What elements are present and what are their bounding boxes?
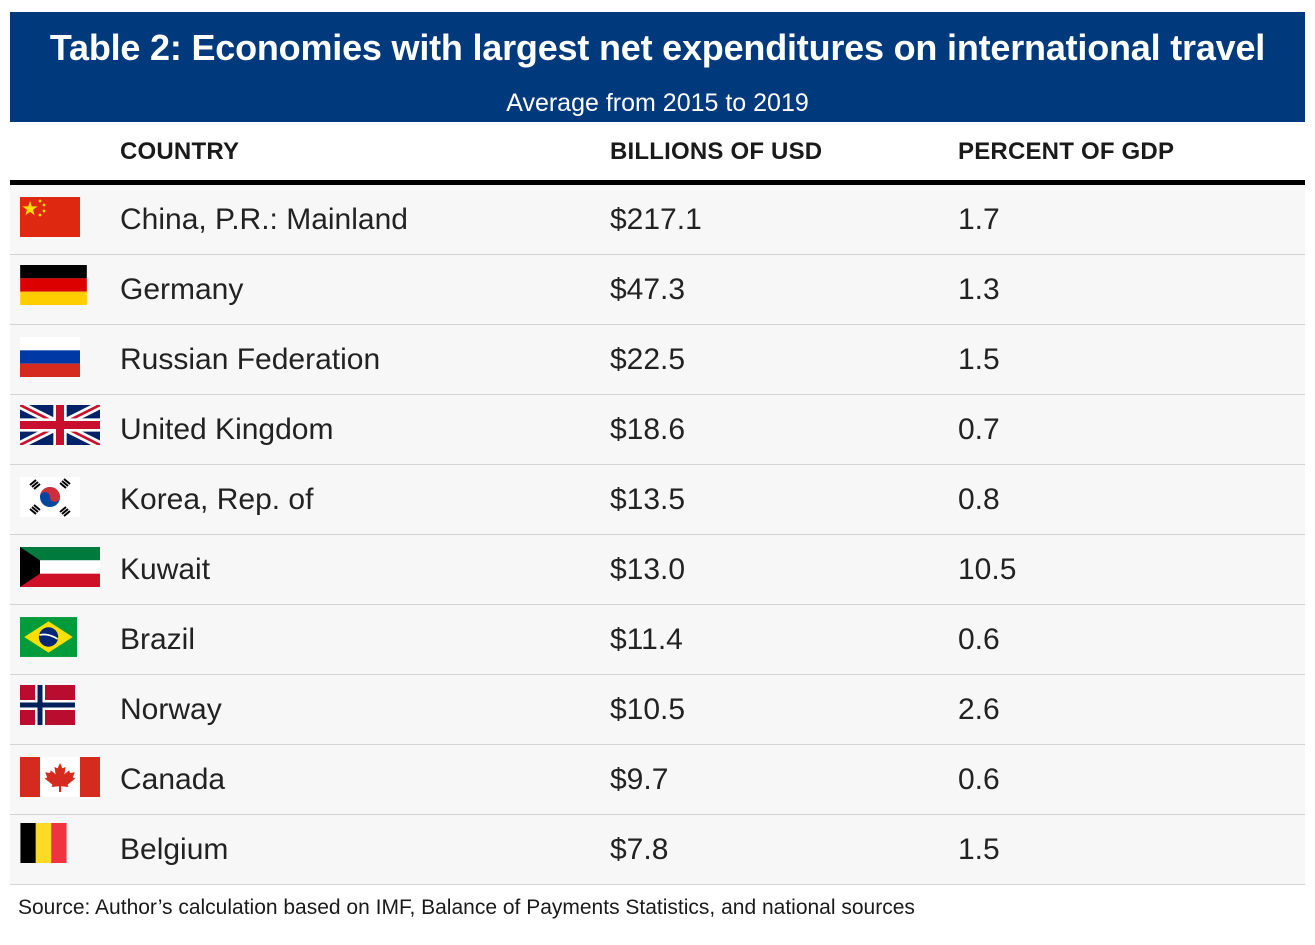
country-cell: Canada [120, 763, 226, 796]
country-cell: Korea, Rep. of [120, 483, 314, 516]
source-note: Source: Author’s calculation based on IM… [18, 896, 915, 919]
usd-value-cell: $10.5 [610, 693, 686, 726]
table-row: China, P.R.: Mainland $217.1 1.7 [10, 185, 1305, 255]
belgium-flag-icon [20, 823, 67, 868]
canada-flag-icon [20, 757, 100, 802]
country-cell: Norway [120, 693, 222, 726]
header-divider [10, 180, 1305, 185]
usd-value-cell: $13.0 [610, 553, 686, 586]
column-header-country: COUNTRY [120, 138, 240, 165]
gdp-percent-cell: 0.6 [958, 763, 1000, 796]
gdp-percent-cell: 1.3 [958, 273, 1000, 306]
table-header: COUNTRY BILLIONS OF USD PERCENT OF GDP [10, 122, 1305, 180]
usd-value-cell: $18.6 [610, 413, 686, 446]
gdp-percent-cell: 1.7 [958, 203, 1000, 236]
country-cell: Russian Federation [120, 343, 381, 376]
table-row: United Kingdom $18.6 0.7 [10, 395, 1305, 465]
title-banner: Table 2: Economies with largest net expe… [10, 12, 1305, 122]
country-cell: China, P.R.: Mainland [120, 203, 408, 236]
norway-flag-icon [20, 685, 75, 730]
russia-flag-icon [20, 337, 80, 382]
brazil-flag-icon [20, 617, 77, 662]
country-cell: Belgium [120, 833, 229, 866]
usd-value-cell: $217.1 [610, 203, 702, 236]
country-cell: Germany [120, 273, 244, 306]
table-row: Brazil $11.4 0.6 [10, 605, 1305, 675]
country-cell: Kuwait [120, 553, 211, 586]
germany-flag-icon [20, 265, 87, 310]
usd-value-cell: $13.5 [610, 483, 686, 516]
table-title: Table 2: Economies with largest net expe… [49, 27, 1266, 68]
table-row: Belgium $7.8 1.5 [10, 815, 1305, 885]
table-row: Kuwait $13.0 10.5 [10, 535, 1305, 605]
column-header-gdp: PERCENT OF GDP [958, 138, 1175, 165]
table-subtitle: Average from 2015 to 2019 [506, 89, 809, 117]
gdp-percent-cell: 0.6 [958, 623, 1000, 656]
table-row: Russian Federation $22.5 1.5 [10, 325, 1305, 395]
gdp-percent-cell: 1.5 [958, 343, 1000, 376]
usd-value-cell: $9.7 [610, 763, 669, 796]
kuwait-flag-icon [20, 547, 100, 592]
gdp-percent-cell: 10.5 [958, 553, 1017, 586]
table-row: Norway $10.5 2.6 [10, 675, 1305, 745]
column-header-usd: BILLIONS OF USD [610, 138, 823, 165]
usd-value-cell: $7.8 [610, 833, 669, 866]
gdp-percent-cell: 1.5 [958, 833, 1000, 866]
usd-value-cell: $11.4 [610, 623, 683, 656]
table-row: Korea, Rep. of $13.5 0.8 [10, 465, 1305, 535]
gdp-percent-cell: 0.8 [958, 483, 1000, 516]
table-row: Canada $9.7 0.6 [10, 745, 1305, 815]
china-flag-icon [20, 197, 80, 242]
table-row: Germany $47.3 1.3 [10, 255, 1305, 325]
country-cell: Brazil [120, 623, 196, 656]
usd-value-cell: $22.5 [610, 343, 686, 376]
gdp-percent-cell: 2.6 [958, 693, 1000, 726]
uk-flag-icon [18, 401, 102, 450]
gdp-percent-cell: 0.7 [958, 413, 1000, 446]
country-cell: United Kingdom [120, 413, 334, 446]
usd-value-cell: $47.3 [610, 273, 686, 306]
south-korea-flag-icon [20, 477, 80, 522]
